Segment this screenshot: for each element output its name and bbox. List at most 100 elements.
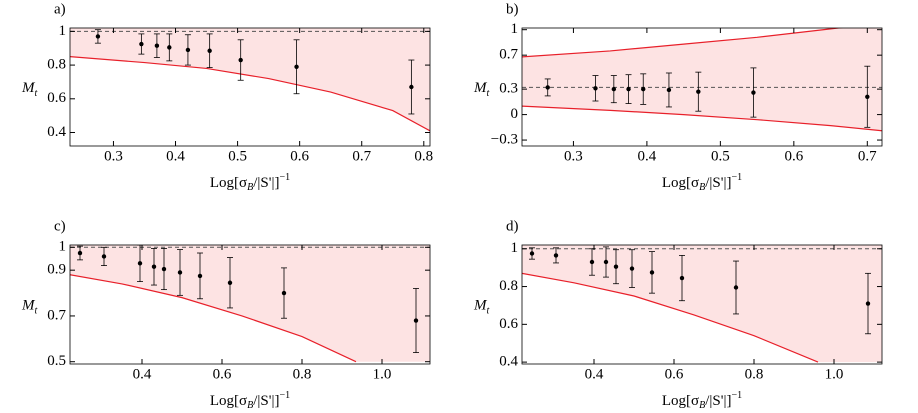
y-tick-label: 0.7: [499, 47, 518, 63]
data-point: [101, 254, 107, 259]
x-tick-label: 0.8: [293, 366, 312, 382]
data-point: [611, 86, 617, 92]
data-point: [413, 318, 419, 323]
data-point: [77, 250, 83, 256]
x-tick-label: 0.5: [711, 148, 730, 164]
data-point: [553, 253, 559, 258]
panel-label: c): [54, 218, 66, 234]
bound-curve: [70, 56, 430, 132]
x-axis-label: Log[σB/|S'|]−1: [210, 390, 290, 411]
data-point: [649, 270, 655, 275]
data-point: [865, 301, 871, 306]
x-tick-label: 0.5: [228, 148, 247, 164]
y-tick-label: 0.6: [47, 90, 66, 106]
x-tick-label: 0.4: [166, 148, 185, 164]
y-tick-label: 0.9: [47, 262, 66, 278]
bound-curve: [522, 105, 882, 132]
x-tick-label: 0.3: [104, 148, 123, 164]
y-label-sub: t: [35, 306, 38, 317]
data-point: [751, 90, 756, 95]
y-label-base: M: [21, 298, 36, 314]
data-point: [593, 86, 598, 91]
x-label-rest: /|S'|]: [253, 393, 279, 409]
y-tick-label: 0.8: [499, 278, 518, 294]
x-tick-label: 0.4: [585, 366, 604, 382]
frame: [521, 244, 883, 365]
x-label-sub: B: [247, 400, 253, 411]
y-axis-label: Mt: [473, 298, 490, 317]
y-tick-label: 1: [511, 21, 519, 37]
x-label-base: Log[σ: [662, 393, 699, 409]
x-label-sup: −1: [279, 390, 290, 401]
data-point: [281, 290, 287, 296]
y-axis-label: Mt: [21, 298, 38, 317]
x-label-rest: /|S'|]: [705, 393, 731, 409]
frame: [69, 244, 431, 365]
x-tick-label: 0.8: [414, 148, 433, 164]
frame: [521, 27, 883, 147]
y-label-base: M: [473, 80, 488, 96]
plot-area: [522, 245, 882, 363]
bound-curve: [522, 28, 844, 58]
x-label-base: Log[σ: [210, 175, 247, 191]
y-tick-label: 0.7: [47, 307, 66, 323]
x-tick-label: 0.4: [133, 366, 152, 382]
frame: [69, 27, 431, 147]
panel: 0.4 0.6 0.8 1.0 0.4 0.6 0.8 1 d) Mt Log[σB/|S'|]−1: [473, 218, 883, 411]
bound-curve: [522, 272, 819, 363]
data-point: [167, 45, 172, 50]
data-point: [238, 57, 243, 63]
data-point: [177, 270, 183, 275]
x-label-sup: −1: [279, 172, 290, 183]
y-label-sub: t: [35, 88, 38, 99]
y-label-sub: t: [487, 306, 490, 317]
y-tick-label: 0.4: [47, 124, 66, 140]
allowed-region: [70, 245, 430, 362]
data-point: [154, 43, 160, 48]
x-tick-label: 0.7: [858, 148, 877, 164]
plot-area: [522, 28, 882, 132]
data-point: [197, 273, 203, 279]
allowed-region: [70, 28, 430, 131]
data-point: [95, 34, 101, 39]
panel-label: a): [54, 1, 66, 17]
data-point: [733, 285, 739, 290]
y-tick-label: 0.4: [499, 354, 518, 370]
y-label-base: M: [473, 298, 488, 314]
data-point: [545, 85, 550, 90]
y-tick-label: 0.3: [499, 81, 518, 97]
x-tick-label: 0.8: [745, 366, 764, 382]
y-tick-label: 0.5: [47, 353, 66, 369]
y-tick-label: 1: [511, 240, 519, 256]
x-label-sup: −1: [731, 390, 742, 401]
y-tick-label: −0.3: [491, 131, 518, 147]
x-tick-label: 0.4: [638, 148, 657, 164]
x-axis-label: Log[σB/|S'|]−1: [662, 172, 742, 193]
y-axis-label: Mt: [473, 80, 490, 99]
data-point: [139, 41, 144, 47]
y-label-base: M: [21, 80, 36, 96]
panel: 0.3 0.4 0.5 0.6 0.7 −0.3 0 0.3 0.7 1 b) Mt Log[σB/|S…: [473, 1, 883, 193]
data-point: [696, 89, 701, 94]
data-point: [207, 48, 212, 53]
y-tick-label: 0: [511, 106, 519, 122]
plot-area: [70, 245, 430, 363]
allowed-region: [522, 245, 882, 363]
x-tick-label: 0.6: [213, 366, 232, 382]
x-tick-label: 0.3: [564, 148, 583, 164]
data-point: [529, 251, 535, 256]
plot-area: [70, 28, 430, 132]
y-label-sub: t: [487, 88, 490, 99]
x-tick-label: 0.6: [290, 148, 309, 164]
y-axis-label: Mt: [21, 80, 38, 99]
bound-curve: [70, 274, 357, 363]
x-label-rest: /|S'|]: [705, 175, 731, 191]
x-label-base: Log[σ: [210, 393, 247, 409]
x-tick-label: 0.7: [352, 148, 371, 164]
y-tick-label: 1: [59, 23, 67, 39]
x-label-sub: B: [699, 182, 705, 193]
panel-label: b): [506, 1, 519, 17]
data-point: [185, 47, 191, 53]
data-point: [865, 94, 870, 99]
y-tick-label: 0.8: [47, 57, 66, 73]
